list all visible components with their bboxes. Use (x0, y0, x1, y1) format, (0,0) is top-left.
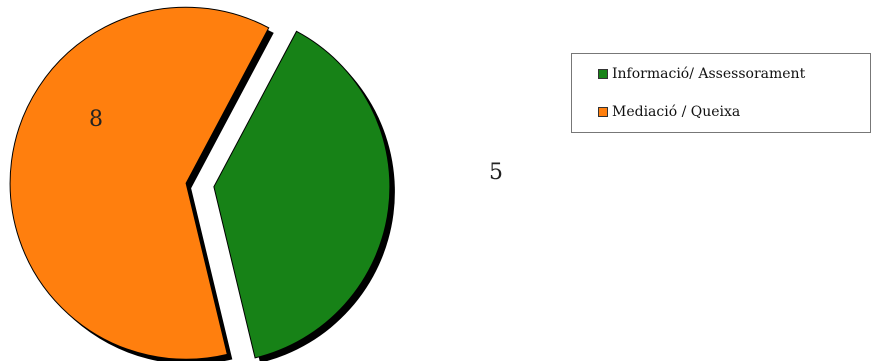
pie-slice-informacio-assessorament (213, 30, 391, 359)
legend-swatch-mediacio-queixa (598, 107, 608, 117)
legend-item-mediacio-queixa: Mediació / Queixa (598, 104, 740, 120)
legend-label-informacio-assessorament: Informació/ Assessorament (612, 66, 806, 82)
legend-swatch-informacio-assessorament (598, 69, 608, 79)
legend-item-informacio-assessorament: Informació/ Assessorament (598, 66, 805, 82)
chart-legend: Informació/ Assessorament Mediació / Que… (571, 53, 871, 133)
data-label-informacio-assessorament: 5 (489, 160, 503, 185)
legend-label-mediacio-queixa: Mediació / Queixa (612, 104, 741, 120)
pie-slice-mediacio-queixa (9, 6, 270, 360)
data-label-mediacio-queixa: 8 (89, 107, 103, 132)
